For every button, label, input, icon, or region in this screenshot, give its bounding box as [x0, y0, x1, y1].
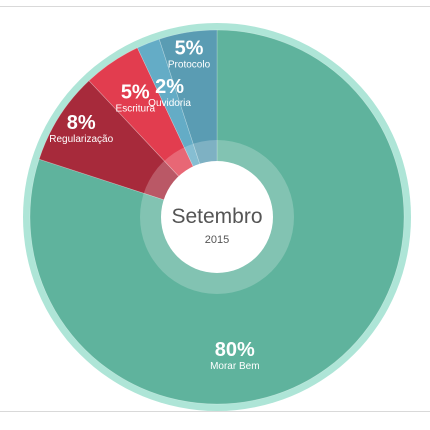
slice-labels: 80%Morar Bem8%Regularização5%Escritura2%… — [49, 38, 259, 372]
slice-value-label: 2% — [155, 76, 184, 98]
slice-name-label: Regularização — [49, 134, 113, 145]
bottom-divider — [0, 411, 430, 412]
slice-name-label: Ouvidoria — [148, 98, 191, 109]
center-subtitle: 2015 — [205, 234, 229, 246]
slice-value-label: 80% — [215, 339, 255, 361]
center-title: Setembro — [171, 205, 262, 228]
center-hole — [161, 161, 273, 273]
top-divider — [0, 6, 430, 7]
slice-value-label: 8% — [67, 112, 96, 134]
slice-name-label: Protocolo — [168, 60, 211, 71]
slice-name-label: Morar Bem — [210, 361, 259, 372]
slice-value-label: 5% — [175, 38, 204, 60]
slice-regularizacao — [38, 80, 218, 218]
slice-name-label: Escritura — [116, 104, 156, 115]
slice-value-label: 5% — [121, 82, 150, 104]
